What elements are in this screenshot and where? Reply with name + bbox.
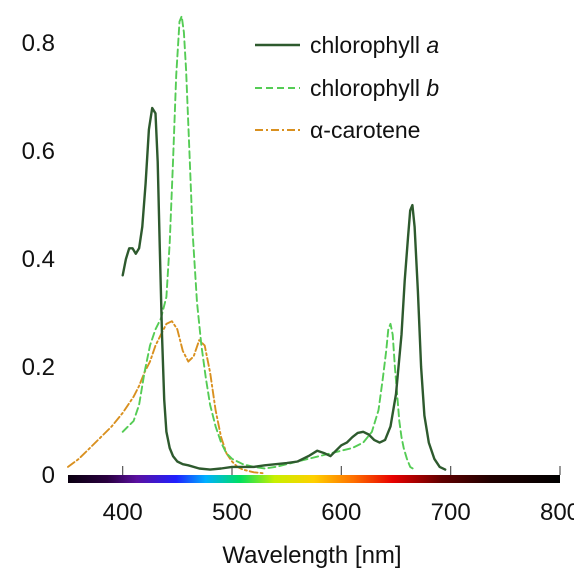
x-tick-label: 800 bbox=[540, 499, 574, 526]
y-tick-label: 0.2 bbox=[22, 354, 55, 381]
plot-area bbox=[67, 15, 447, 475]
y-tick-label: 0 bbox=[42, 462, 55, 489]
y-axis: 0 0.2 0.4 0.6 0.8 bbox=[22, 30, 55, 489]
y-tick-label: 0.4 bbox=[22, 246, 55, 273]
legend-label: chlorophyll b bbox=[310, 75, 439, 101]
x-tick-label: 400 bbox=[103, 499, 143, 526]
x-axis-label: Wavelength [nm] bbox=[222, 542, 401, 569]
x-tick-label: 500 bbox=[212, 499, 252, 526]
series-line-chlorophyll-a bbox=[121, 106, 447, 471]
legend: chlorophyll a chlorophyll b α-carotene bbox=[255, 32, 439, 143]
series-line-carotene bbox=[67, 320, 266, 475]
y-tick-label: 0.6 bbox=[22, 138, 55, 165]
y-tick-label: 0.8 bbox=[22, 30, 55, 57]
x-tick-label: 700 bbox=[431, 499, 471, 526]
legend-label: α-carotene bbox=[310, 117, 420, 143]
x-axis: 400 500 600 700 800 bbox=[103, 466, 574, 526]
legend-label: chlorophyll a bbox=[310, 32, 439, 58]
x-tick-label: 600 bbox=[321, 499, 361, 526]
spectrum-color-bar bbox=[68, 475, 560, 483]
series-line-chlorophyll-b bbox=[121, 15, 416, 471]
